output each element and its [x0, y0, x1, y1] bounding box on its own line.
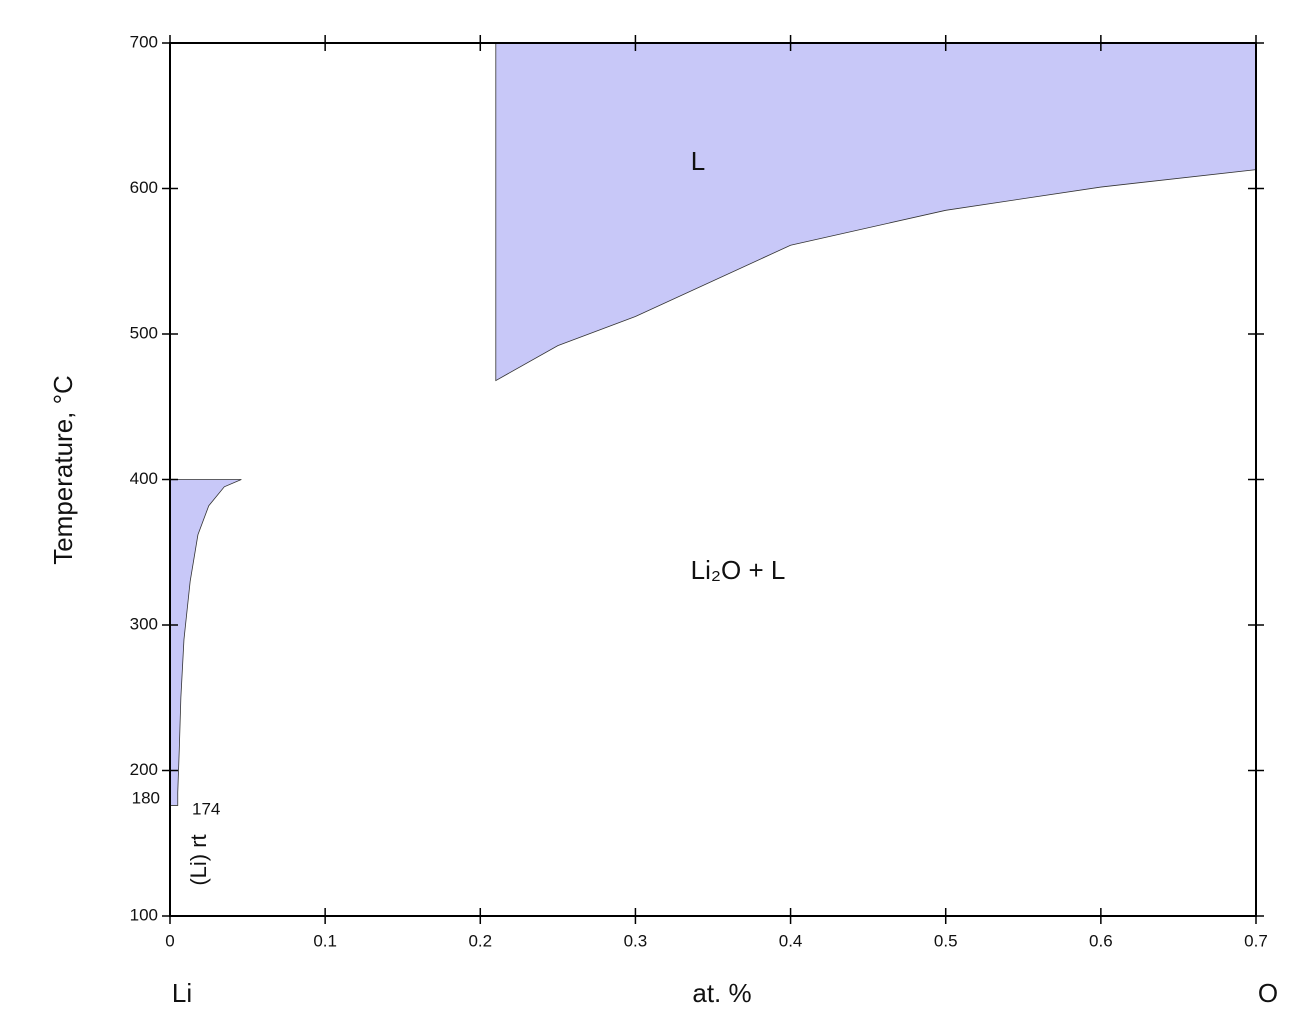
phase-region	[169, 479, 242, 806]
y-tick-label: 600	[130, 178, 158, 197]
x-axis-label: at. %	[692, 978, 751, 1008]
region-label: L	[691, 146, 705, 176]
annotation: 174	[192, 799, 220, 818]
y-axis-label: Temperature, °C	[48, 375, 78, 565]
x-tick-label: 0.5	[934, 931, 958, 950]
x-tick-label: 0.4	[779, 931, 803, 950]
x-right-label: O	[1258, 978, 1278, 1008]
x-tick-label: 0.6	[1089, 931, 1113, 950]
y-tick-label: 200	[130, 760, 158, 779]
y-tick-label: 400	[130, 469, 158, 488]
y-tick-label: 700	[130, 32, 158, 51]
y-tick-label: 100	[130, 905, 158, 924]
x-tick-label: 0.3	[624, 931, 648, 950]
x-tick-label: 0.7	[1244, 931, 1268, 950]
x-tick-label: 0.2	[468, 931, 492, 950]
y-tick-label: 300	[130, 614, 158, 633]
y-tick-label: 500	[130, 323, 158, 342]
region-label: Li₂O + L	[691, 555, 786, 585]
region-label: (Li) rt	[186, 834, 211, 885]
x-left-label: Li	[172, 978, 192, 1008]
x-tick-label: 0.1	[313, 931, 337, 950]
phase-region	[495, 42, 1257, 382]
annotation: 180	[132, 788, 160, 807]
x-tick-label: 0	[165, 931, 174, 950]
